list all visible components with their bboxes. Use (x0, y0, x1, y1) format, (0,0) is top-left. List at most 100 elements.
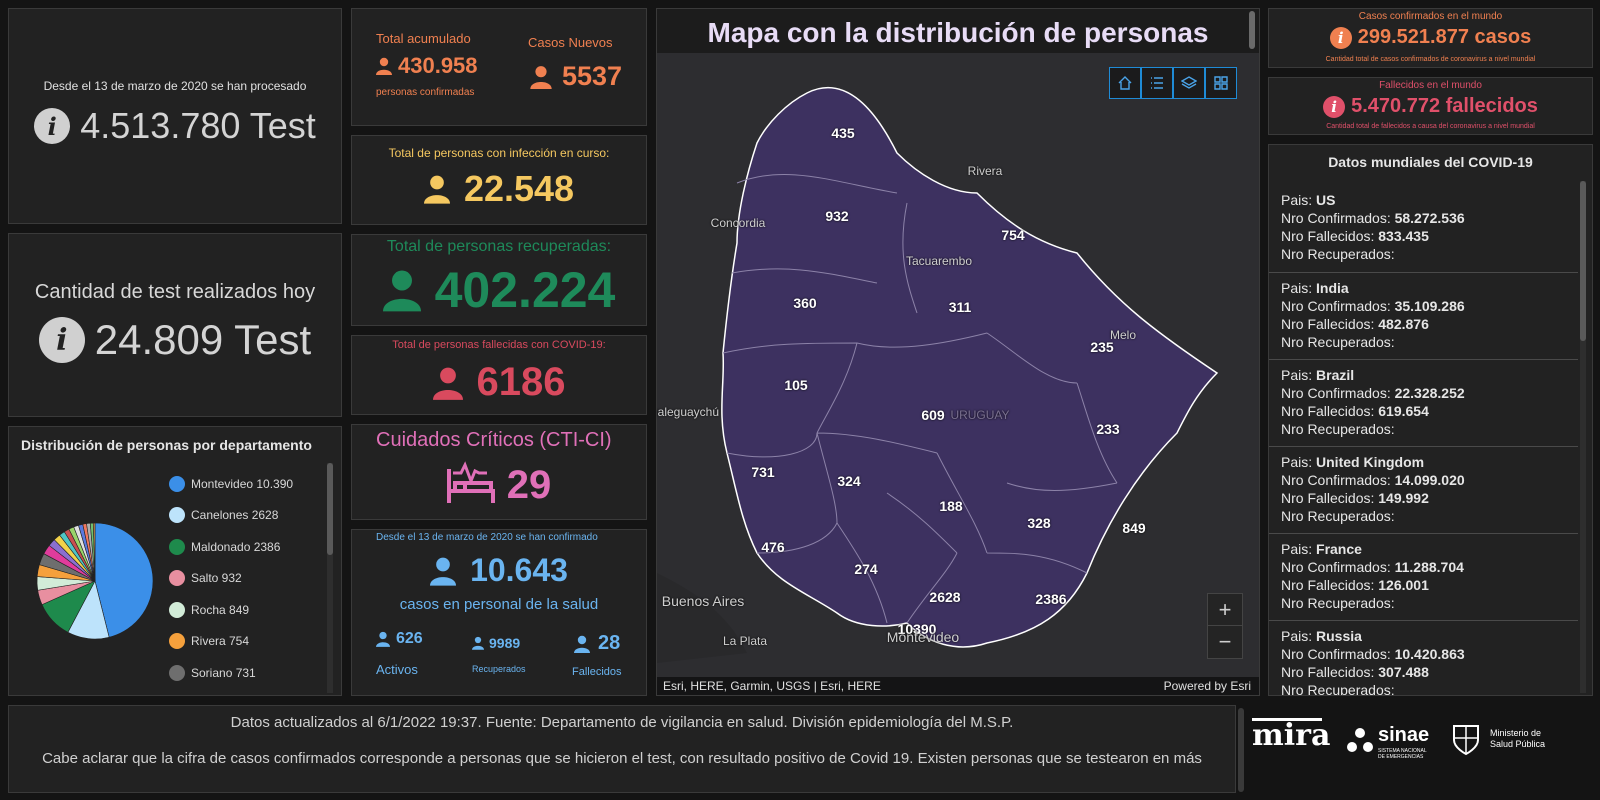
list-icon[interactable] (1141, 67, 1173, 99)
health-stat-activos: 626 (376, 630, 423, 648)
health-stat-label: Recuperados (472, 664, 526, 674)
country-name: US (1316, 192, 1336, 208)
distribution-panel: Distribución de personas por departament… (8, 426, 342, 696)
map-count-label: 609 (921, 407, 945, 423)
world-list-scrollbar[interactable] (1580, 181, 1586, 693)
recovered-label: Total de personas recuperadas: (386, 238, 612, 255)
country-deaths: 833.435 (1378, 228, 1429, 244)
map-count-label: 849 (1122, 520, 1146, 536)
country-item: Pais: India Nro Confirmados: 35.109.286 Nr… (1269, 273, 1578, 360)
distribution-pie-chart (36, 522, 154, 640)
home-icon[interactable] (1109, 67, 1141, 99)
cti-panel: Cuidados Críticos (CTI-CI) 29 (351, 424, 647, 520)
country-item: Pais: United Kingdom Nro Confirmados: 14.… (1269, 447, 1578, 534)
health-sub: casos en personal de la salud (399, 596, 599, 613)
world-list-scrollbar-thumb[interactable] (1580, 181, 1586, 341)
legend-label: Rivera 754 (191, 634, 250, 649)
deaths-prefix: Nro Fallecidos: (1281, 403, 1379, 419)
info-icon: i (1323, 95, 1346, 118)
deceased-panel: Total de personas fallecidas con COVID-1… (351, 335, 647, 415)
legend-item: Maldonado 2386 (169, 531, 317, 563)
health-stat-label: Activos (376, 662, 418, 677)
person-icon (423, 174, 450, 204)
health-stat-value: 28 (598, 632, 621, 654)
country-prefix: Pais: (1281, 454, 1317, 470)
person-icon (432, 366, 463, 400)
map-city-label: ualeguaychú (656, 405, 720, 419)
world-deaths-sub: Cantidad total de fallecidos a causa del… (1326, 123, 1535, 130)
map-city-label: Tacuarembo (905, 254, 973, 268)
footer-update-text: Datos actualizados al 6/1/2022 19:37. Fu… (230, 714, 1014, 731)
map-count-label: 754 (1001, 227, 1025, 243)
country-prefix: Pais: (1281, 628, 1317, 644)
world-country-list[interactable]: Pais: US Nro Confirmados: 58.272.536 Nro F… (1269, 185, 1578, 695)
country-prefix: Pais: (1281, 192, 1317, 208)
legend-scrollbar[interactable] (327, 463, 333, 693)
map-count-label: 324 (837, 473, 861, 489)
country-item: Pais: Russia Nro Confirmados: 10.420.863 N… (1269, 621, 1578, 695)
tests-total-value: 4.513.780 Test (80, 105, 316, 146)
country-item: Pais: France Nro Confirmados: 11.288.704 N… (1269, 534, 1578, 621)
pie-slice-montevideo[interactable] (94, 522, 154, 638)
map-count-label: 476 (761, 539, 785, 555)
map-attribution[interactable]: Esri, HERE, Garmin, USGS | Esri, HERE (663, 679, 881, 693)
layers-icon[interactable] (1173, 67, 1205, 99)
map-count-label: 105 (784, 377, 808, 393)
logo-msp: Ministerio de Salud Pública (1452, 722, 1592, 762)
logo-sinae: sinae SISTEMA NACIONAL DE EMERGENCIAS (1346, 724, 1436, 764)
world-confirmed-label: Casos confirmados en el mundo (1358, 11, 1503, 22)
confirmed-prefix: Nro Confirmados: (1281, 210, 1395, 226)
logo-mira-text: mira (1252, 718, 1331, 753)
map-count-label: 274 (854, 561, 878, 577)
map-count-label: 360 (793, 295, 817, 311)
map-powered-by[interactable]: Powered by Esri (1163, 679, 1251, 693)
map-count-label: 932 (825, 208, 849, 224)
recovered-prefix: Nro Recuperados: (1281, 421, 1395, 437)
country-confirmed: 14.099.020 (1394, 472, 1465, 488)
world-deaths-value: 5.470.772 fallecidos (1351, 95, 1538, 117)
recovered-prefix: Nro Recuperados: (1281, 595, 1395, 611)
footer-panel: Datos actualizados al 6/1/2022 19:37. Fu… (8, 705, 1236, 793)
info-icon: i (34, 108, 71, 144)
legend-dot (169, 570, 185, 587)
tests-today-caption: Cantidad de test realizados hoy (34, 281, 316, 303)
recovered-prefix: Nro Recuperados: (1281, 246, 1395, 262)
uruguay-map[interactable] (657, 53, 1260, 696)
country-confirmed: 11.288.704 (1394, 559, 1464, 575)
new-cases-label: Casos Nuevos (528, 35, 613, 50)
footer-scrollbar[interactable] (1238, 708, 1244, 792)
zoom-out-button[interactable]: − (1218, 629, 1232, 654)
legend-label: Maldonado 2386 (191, 539, 281, 554)
distribution-title: Distribución de personas por departament… (21, 437, 312, 453)
cti-value: 29 (506, 463, 552, 507)
recovered-value: 402.224 (434, 262, 616, 318)
health-stat-fallecidos: 28 (574, 632, 620, 655)
legend-dot (169, 601, 185, 618)
legend-item: Rocha 849 (169, 594, 317, 626)
map-count-label: 233 (1096, 421, 1120, 437)
accum-value: 430.958 (398, 53, 478, 78)
basemap-icon[interactable] (1205, 67, 1237, 99)
legend-label: Soriano 731 (191, 665, 256, 680)
pie-slice-flores[interactable] (92, 522, 96, 582)
world-confirmed-value: 299.521.877 casos (1357, 26, 1532, 48)
map-title-scrollbar[interactable] (1249, 11, 1255, 49)
legend-dot (169, 507, 185, 524)
info-icon: i (1329, 26, 1352, 49)
recovered-prefix: Nro Recuperados: (1281, 508, 1395, 524)
map-city-label: La Plata (722, 634, 768, 648)
legend-item: Salto 932 (169, 563, 317, 595)
world-deaths-panel: Fallecidos en el mundo i 5.470.772 falle… (1268, 77, 1593, 135)
person-icon (430, 556, 457, 586)
legend-label: Salto 932 (191, 571, 242, 586)
footer-disclaimer-text: Cabe aclarar que la cifra de casos confi… (42, 750, 1202, 767)
zoom-in-button[interactable]: + (1208, 594, 1242, 626)
deaths-prefix: Nro Fallecidos: (1281, 664, 1379, 680)
legend-item: Canelones 2628 (169, 500, 317, 532)
legend-scrollbar-thumb[interactable] (327, 463, 333, 555)
person-icon (376, 57, 392, 75)
new-cases-value: 5537 (562, 61, 623, 91)
country-item: Pais: US Nro Confirmados: 58.272.536 Nro F… (1269, 185, 1578, 273)
map-panel[interactable]: Mapa con la distribución de personas 435… (656, 8, 1260, 696)
confirmed-prefix: Nro Confirmados: (1281, 472, 1395, 488)
